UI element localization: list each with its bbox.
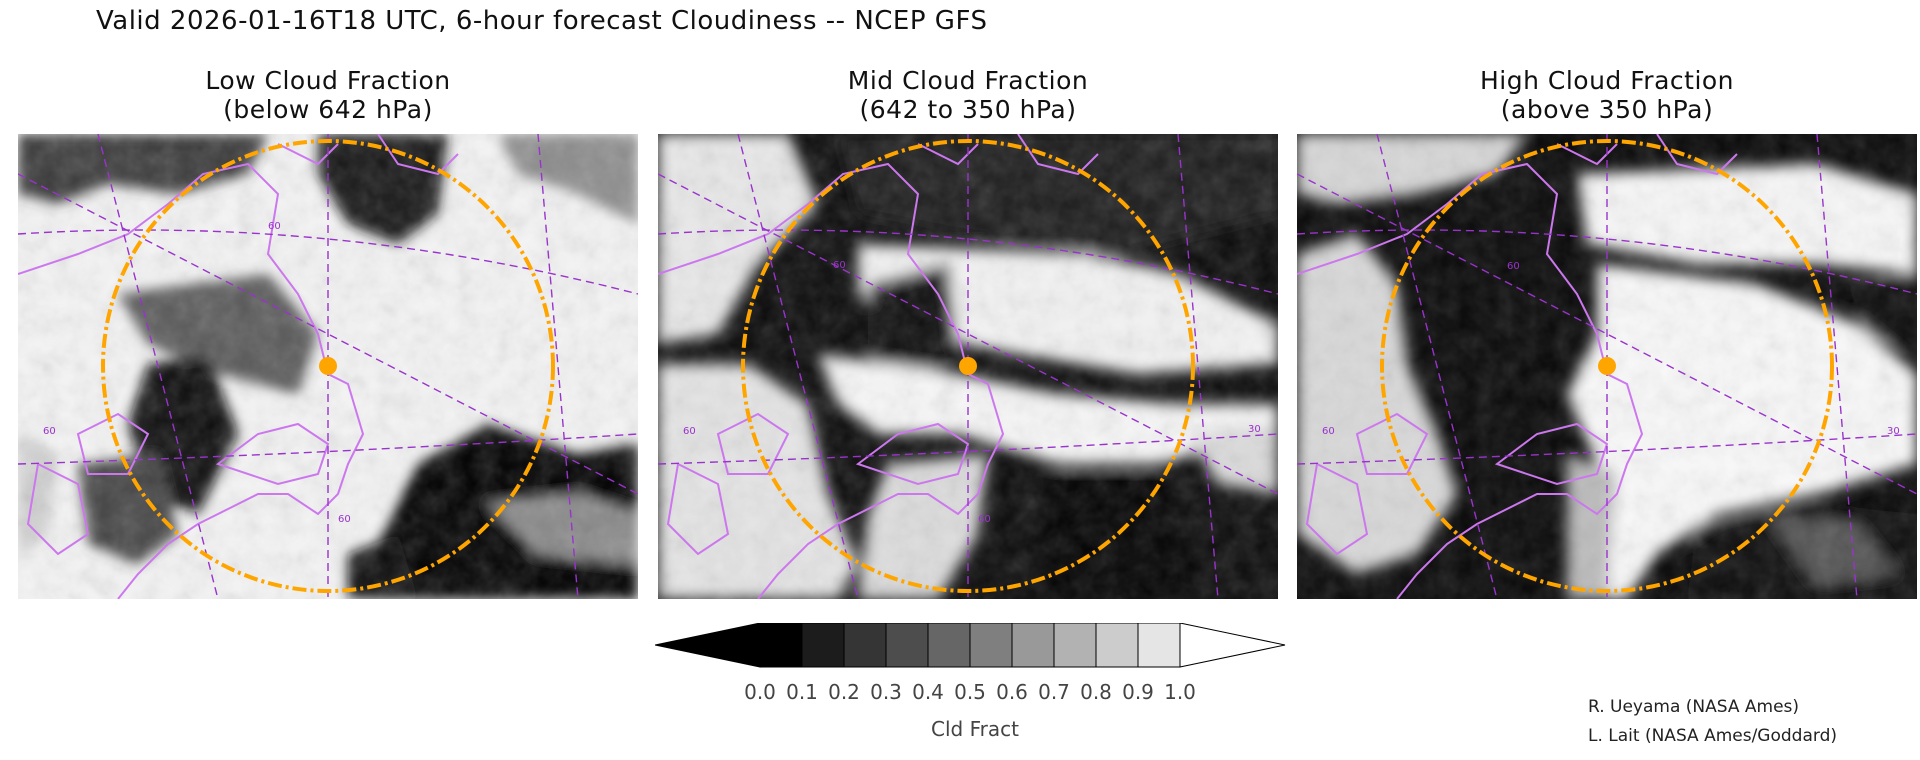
colorbar-tick-label: 0.7 (1038, 680, 1070, 704)
lat-lon-grid (18, 134, 638, 599)
grid-label-lat-60-north: 60 (833, 260, 846, 271)
colorbar-over-triangle (1179, 623, 1286, 668)
panel-title-high-line2: (above 350 hPa) (1500, 95, 1714, 124)
high-cloud-map: 60 60 30 (1297, 134, 1917, 599)
colorbar-tick-label: 0.0 (744, 680, 776, 704)
panel-title-high: High Cloud Fraction (above 350 hPa) (1297, 66, 1917, 124)
panel-title-low-line2: (below 642 hPa) (223, 95, 433, 124)
colorbar-box (927, 623, 971, 668)
grid-label-lon-30: 30 (1248, 424, 1261, 435)
panel-title-mid: Mid Cloud Fraction (642 to 350 hPa) (658, 66, 1278, 124)
panel-title-mid-line2: (642 to 350 hPa) (859, 95, 1077, 124)
mid-cloud-map: 60 60 60 30 (658, 134, 1278, 599)
colorbar: 0.0 0.1 0.2 0.3 0.4 0.5 0.6 0.7 0.8 0.9 1.0 (655, 623, 1286, 704)
grid-label-lat-60-west: 60 (683, 426, 696, 437)
colorbar-box (1053, 623, 1097, 668)
colorbar-tick-label: 0.6 (996, 680, 1028, 704)
credit-line-2: L. Lait (NASA Ames/Goddard) (1588, 726, 1837, 746)
colorbar-tick-label: 1.0 (1164, 680, 1196, 704)
grid-label-lat-60-west: 60 (1322, 426, 1335, 437)
colorbar-tick-label: 0.2 (828, 680, 860, 704)
center-marker (1598, 357, 1616, 375)
panel-title-low: Low Cloud Fraction (below 642 hPa) (18, 66, 638, 124)
map-panel-mid: 60 60 60 30 (658, 134, 1278, 599)
panel-title-mid-line1: Mid Cloud Fraction (847, 66, 1089, 95)
lat-lon-grid (1297, 134, 1917, 599)
colorbar-box (969, 623, 1013, 668)
panel-title-high-line1: High Cloud Fraction (1479, 66, 1735, 95)
range-ring (1380, 139, 1834, 593)
low-cloud-map: 60 60 60 (18, 134, 638, 599)
colorbar-box (885, 623, 929, 668)
grid-label-lat-60-west: 60 (43, 426, 56, 437)
grid-label-lat-60-north: 60 (1507, 261, 1520, 272)
range-ring (101, 139, 555, 593)
range-ring (741, 139, 1195, 593)
map-panel-high: 60 60 30 (1297, 134, 1917, 599)
colorbar-tick-label: 0.3 (870, 680, 902, 704)
figure-title: Valid 2026-01-16T18 UTC, 6-hour forecast… (96, 6, 988, 36)
grid-label-lon-60: 60 (338, 514, 351, 525)
grid-label-lon-30: 30 (1887, 426, 1900, 437)
colorbar-tick-label: 0.9 (1122, 680, 1154, 704)
colorbar-tick-label: 0.1 (786, 680, 818, 704)
lat-lon-grid (658, 134, 1278, 599)
grid-label-lon-60: 60 (978, 514, 991, 525)
panel-title-low-line1: Low Cloud Fraction (205, 66, 451, 95)
colorbar-box (759, 623, 803, 668)
colorbar-box (843, 623, 887, 668)
colorbar-box (1011, 623, 1055, 668)
colorbar-tick-label: 0.4 (912, 680, 944, 704)
credit-line-1: R. Ueyama (NASA Ames) (1588, 697, 1800, 717)
colorbar-tick-label: 0.5 (954, 680, 986, 704)
colorbar-under-triangle (655, 623, 761, 668)
grid-label-lat-60-north: 60 (268, 221, 281, 232)
colorbar-tick-labels: 0.0 0.1 0.2 0.3 0.4 0.5 0.6 0.7 0.8 0.9 1.0 (744, 680, 1196, 704)
colorbar-boxes (759, 623, 1286, 668)
map-panel-low: 60 60 60 (18, 134, 638, 599)
colorbar-label: Cld Fract (931, 717, 1019, 741)
colorbar-box (1095, 623, 1139, 668)
colorbar-box (1137, 623, 1181, 668)
colorbar-tick-label: 0.8 (1080, 680, 1112, 704)
colorbar-box (801, 623, 845, 668)
coastlines (1297, 134, 1738, 599)
coastlines (658, 134, 1099, 599)
center-marker (959, 357, 977, 375)
center-marker (319, 357, 337, 375)
